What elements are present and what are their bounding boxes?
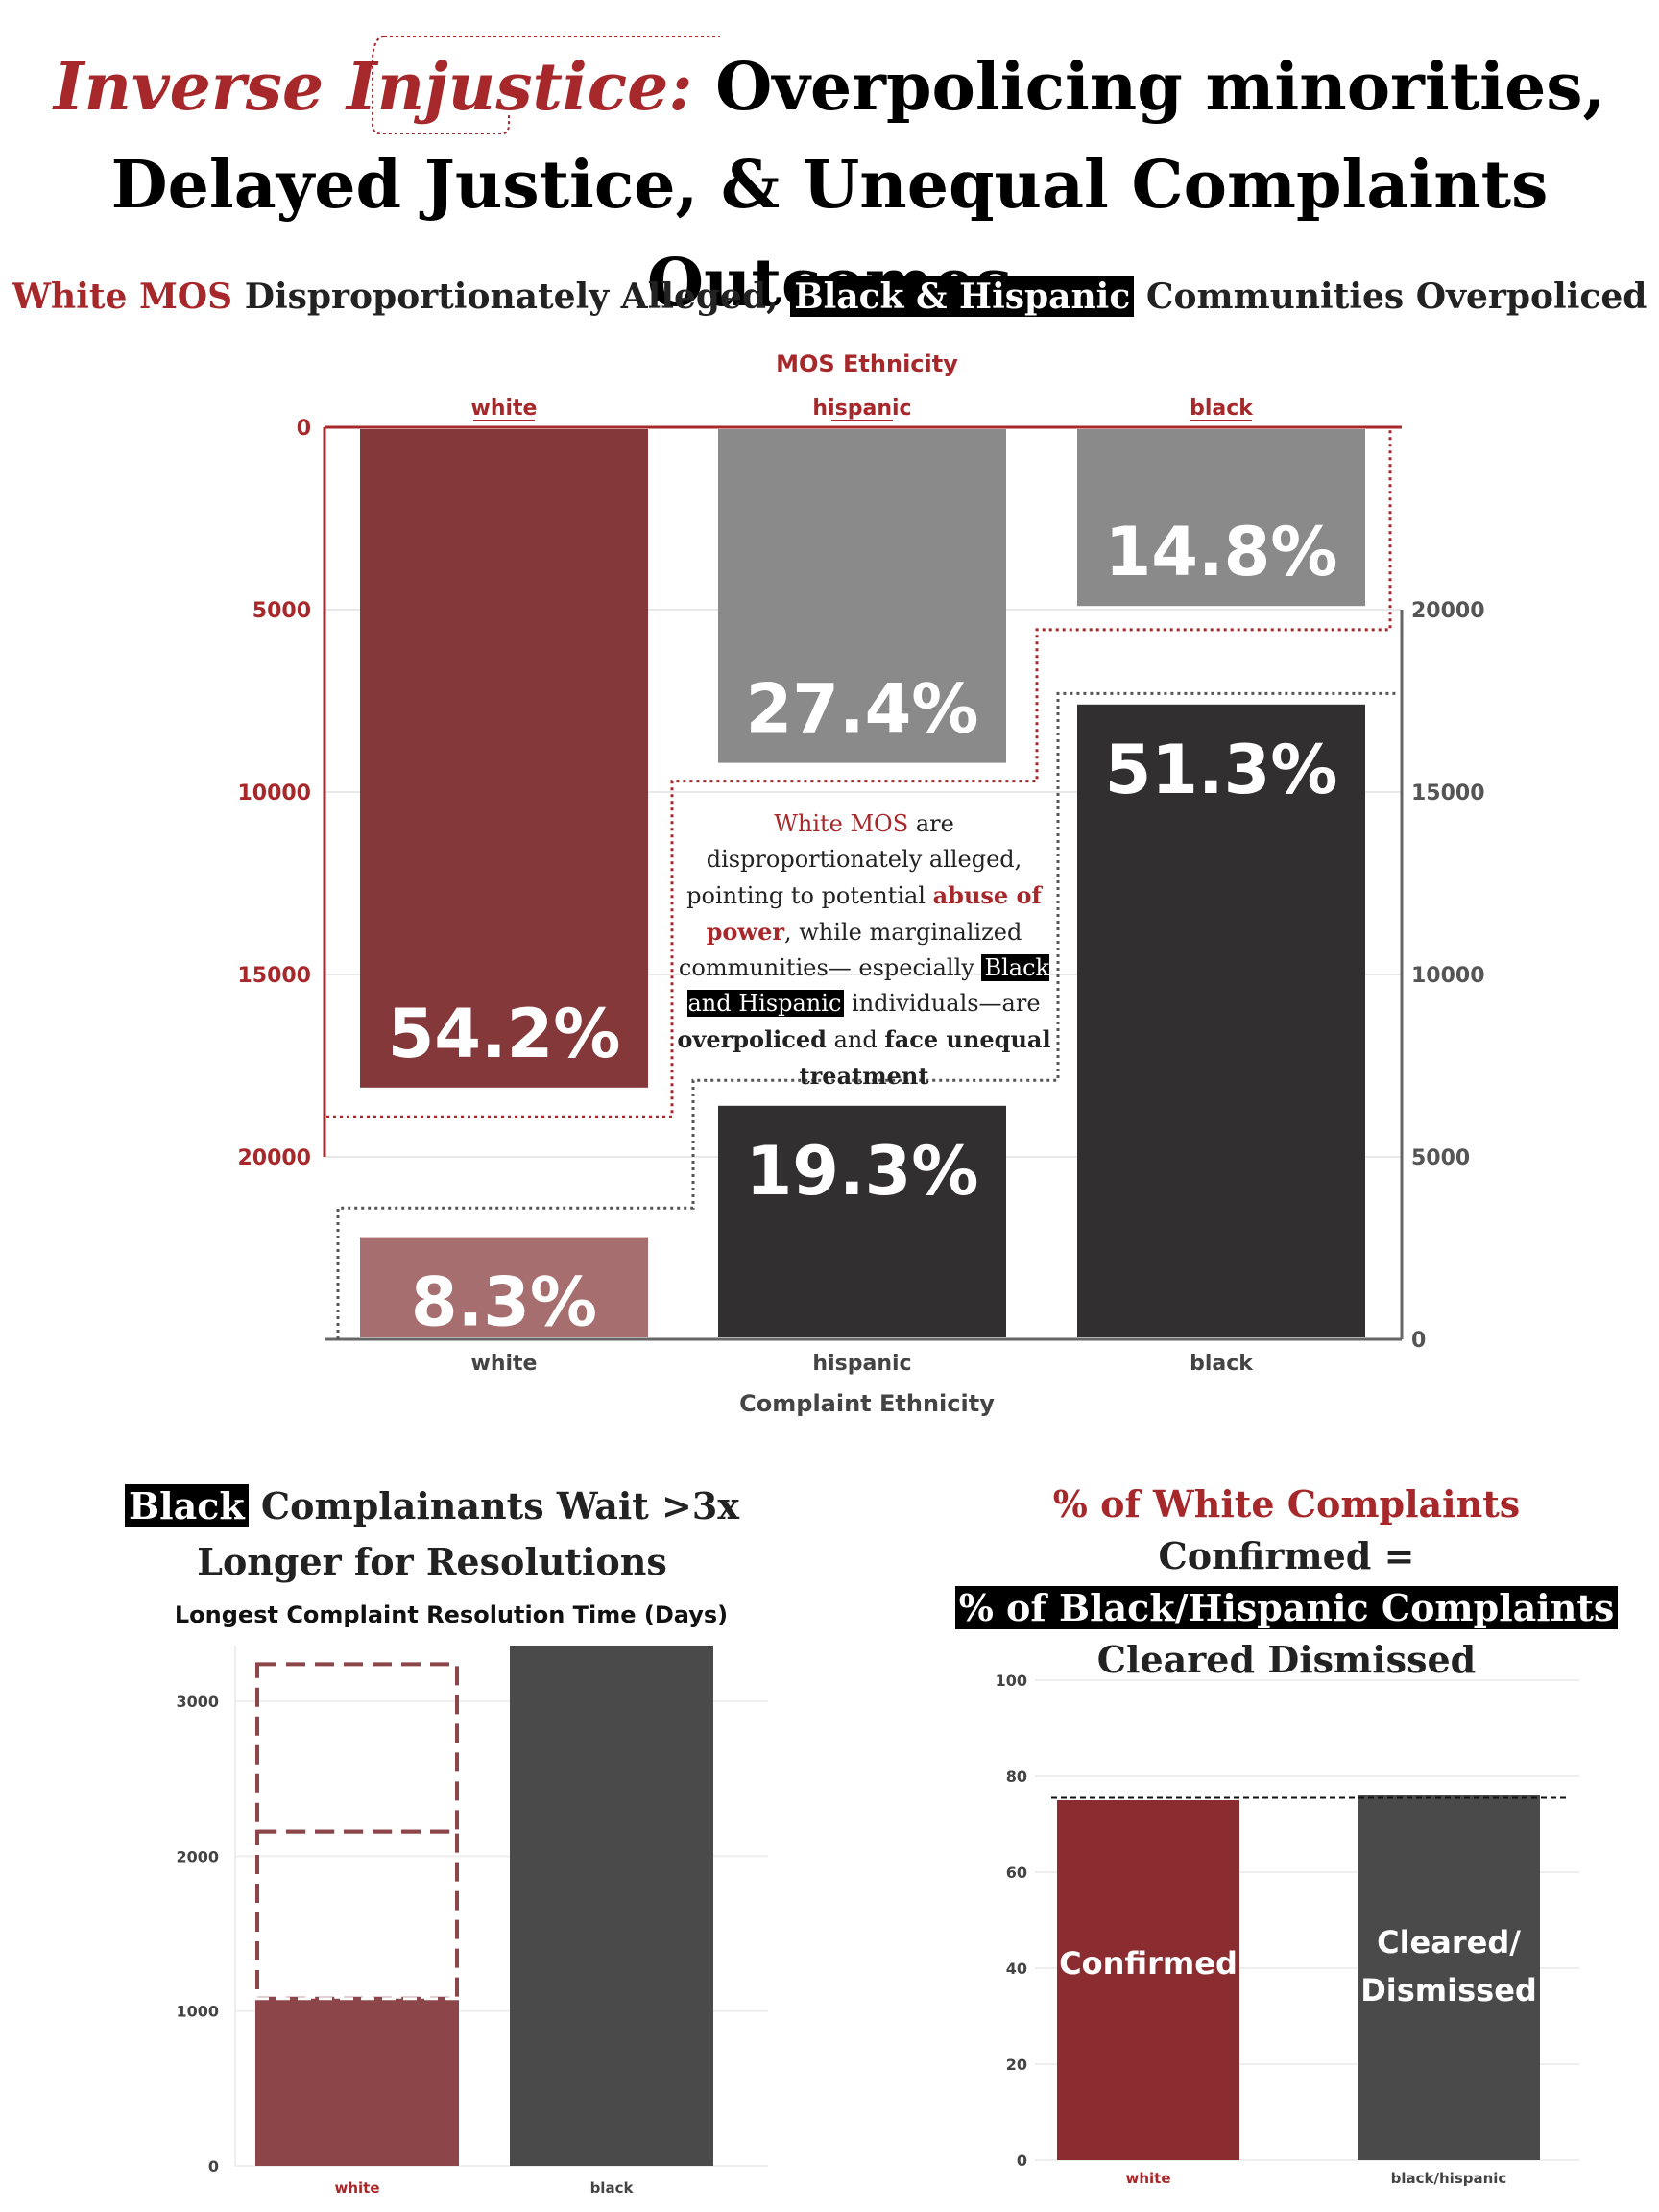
section1-heading: White MOS Disproportionately Alleged, Bl… — [0, 276, 1659, 317]
chart2-y-tick: 3000 — [176, 1693, 219, 1711]
chart3-y-tick: 0 — [1017, 2152, 1027, 2170]
note-white-mos: White MOS — [774, 810, 909, 837]
page-title: Inverse Injustice: Overpolicing minoriti… — [0, 38, 1659, 332]
chart1-top-bar-label: 54.2% — [388, 995, 621, 1073]
chart2-x-label: white — [334, 2179, 379, 2197]
title-line2: Delayed Justice, & Unequal Complaints Ou… — [110, 147, 1549, 322]
chart1-bottom-bar-label: 8.3% — [411, 1263, 597, 1342]
chart2-dashed-multiple — [255, 1662, 459, 1834]
chart1-right-tick: 0 — [1411, 1329, 1426, 1353]
section1-heading-red: White MOS — [12, 276, 233, 317]
note-text-3: individuals—are — [852, 990, 1041, 1017]
chart1-right-tick: 20000 — [1411, 599, 1485, 623]
chart1-annotation: White MOS are disproportionately alleged… — [672, 806, 1056, 1094]
chart1-top-category-label: hispanic — [812, 397, 911, 421]
note-text-4: and — [833, 1026, 878, 1053]
chart2-resolution-time: Longest Complaint Resolution Time (Days)… — [175, 1601, 768, 2197]
section3-heading-highlight: % of Black/Hispanic Complaints — [954, 1586, 1619, 1629]
section2-heading-rest: Complainants Wait >3x Longer for Resolut… — [197, 1484, 739, 1583]
chart3-y-tick: 40 — [1006, 1960, 1027, 1978]
chart1-top-bar-label: 14.8% — [1105, 513, 1338, 591]
chart1-left-tick: 15000 — [237, 964, 311, 988]
chart3-bar-label: Cleared/Dismissed — [1360, 1924, 1537, 2008]
chart1-gray-dotted-outline — [336, 691, 1397, 1339]
chart1-bottom-category-label: white — [471, 1352, 538, 1376]
chart3-y-tick: 60 — [1006, 1863, 1027, 1882]
chart1-bottom-bar-white — [360, 1237, 648, 1337]
chart1-top-bar-black — [1077, 429, 1365, 607]
chart3-x-label: black/hispanic — [1391, 2170, 1507, 2187]
chart1-bottom-bar-label: 19.3% — [746, 1132, 979, 1211]
chart1-red-dotted-outline — [326, 427, 1392, 1118]
chart1-bottom-bar-label: 51.3% — [1105, 731, 1338, 809]
chart1-right-tick: 15000 — [1411, 781, 1485, 805]
chart1-left-tick: 0 — [297, 417, 311, 441]
chart2-x-label: black — [590, 2179, 635, 2197]
chart1-left-tick: 5000 — [252, 599, 311, 623]
note-abuse-of-power: abuse of power — [706, 881, 1042, 946]
chart3-y-tick: 80 — [1006, 1767, 1027, 1786]
title-line1: Overpolicing minorities, — [715, 49, 1606, 126]
chart3-x-label: white — [1125, 2170, 1170, 2187]
chart1-xlabel: Complaint Ethnicity — [739, 1390, 995, 1417]
chart3-confirmed-vs-dismissed: 0 20 40 60 80 100 Confirmed Cleared/Dismissed wh… — [996, 1671, 1579, 2187]
chart2-bar-black — [510, 1646, 713, 2166]
section3-heading-end: Cleared Dismissed — [1096, 1638, 1477, 1681]
chart1-top-bar-hispanic — [718, 429, 1006, 763]
title-dotted-frame — [372, 36, 720, 134]
section1-heading-mid: Disproportionately Alleged, — [244, 276, 779, 317]
chart1-right-tick: 5000 — [1411, 1146, 1470, 1170]
note-overpoliced: overpoliced — [677, 1025, 827, 1053]
chart1-bars: 54.2% 27.4% 14.8% 8.3% 19.3% 51.3% — [360, 429, 1365, 1342]
chart3-bar-black/hispanic — [1358, 1795, 1540, 2160]
chart1-top-category-label: black — [1190, 397, 1254, 421]
chart3-y-tick: 20 — [1006, 2056, 1027, 2074]
chart1-bottom-bar-hispanic — [718, 1105, 1006, 1337]
section1-heading-end: Communities Overpoliced — [1145, 276, 1647, 317]
chart1-axes: 0 5000 10000 15000 20000 0 5000 10000 15000 20000… — [237, 397, 1484, 1376]
chart2-bar-white — [255, 1998, 459, 2166]
chart2-y-tick: 1000 — [176, 2003, 219, 2021]
chart2-y-tick: 2000 — [176, 1847, 219, 1865]
note-text-1: are disproportionately alleged, pointing… — [686, 810, 1022, 909]
section3-heading-red: % of White Complaints — [1052, 1482, 1521, 1526]
chart1-top-bar-white — [360, 429, 648, 1088]
section3-heading-mid: Confirmed = — [1158, 1534, 1415, 1577]
chart1-title: MOS Ethnicity — [776, 350, 958, 377]
chart3-bar-label: Confirmed — [1059, 1945, 1238, 1982]
section3-heading: % of White Complaints Confirmed = % of B… — [950, 1479, 1623, 1686]
chart2-y-tick: 0 — [208, 2157, 219, 2176]
chart1-top-bar-label: 27.4% — [746, 670, 979, 749]
chart1-left-tick: 10000 — [237, 781, 311, 805]
section2-heading: Black Complainants Wait >3x Longer for R… — [58, 1479, 806, 1590]
chart1-bottom-bar-black — [1077, 704, 1365, 1337]
chart2-title: Longest Complaint Resolution Time (Days) — [175, 1601, 728, 1628]
section1-heading-highlight: Black & Hispanic — [790, 276, 1135, 317]
section2-heading-highlight: Black — [125, 1484, 249, 1527]
chart1-mos-vs-complaint: MOS Ethnicity Complaint Ethnicity 0 5000 1… — [237, 350, 1484, 1417]
chart1-dotted-outlines — [326, 427, 1397, 1339]
chart1-top-category-label: white — [471, 397, 538, 421]
chart1-right-tick: 10000 — [1411, 964, 1485, 988]
chart1-left-tick: 20000 — [237, 1146, 311, 1170]
note-text-2: , while marginalized communities— especi… — [678, 919, 1022, 981]
chart3-bar-white — [1057, 1800, 1239, 2160]
chart3-y-tick: 100 — [996, 1671, 1027, 1690]
chart1-bottom-category-label: black — [1190, 1352, 1254, 1376]
note-unequal-treatment: face unequal treatment — [799, 1025, 1051, 1090]
chart1-bottom-category-label: hispanic — [812, 1352, 911, 1376]
